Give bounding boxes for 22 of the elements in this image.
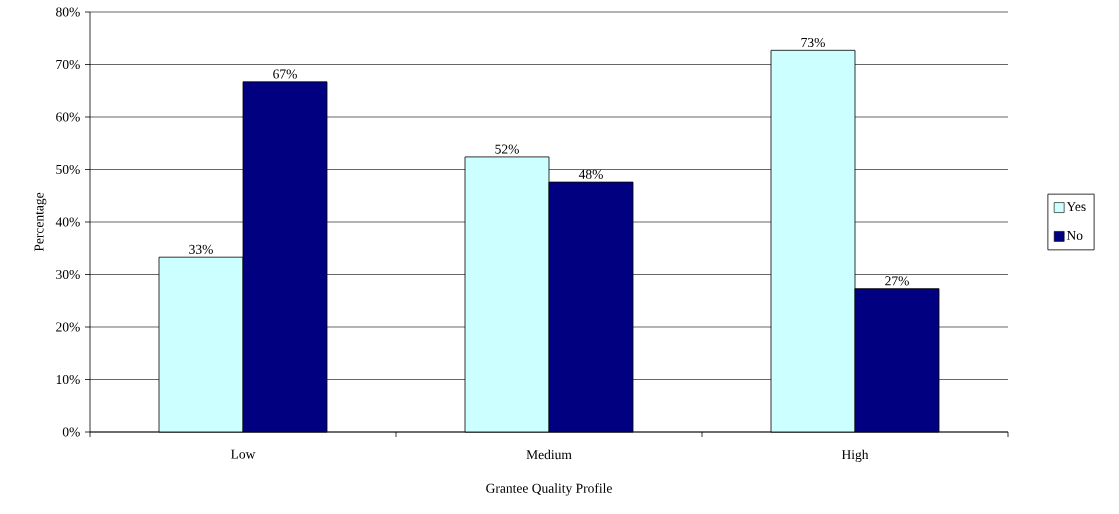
legend-label: No	[1066, 230, 1083, 240]
x-tick-label: High	[841, 449, 869, 462]
data-label: 52%	[495, 144, 519, 154]
y-tick-label: 0%	[62, 427, 80, 437]
x-tick-label: Medium	[526, 449, 572, 460]
y-tick-label: 60%	[56, 112, 80, 122]
data-label: 67%	[273, 69, 297, 79]
data-label: 27%	[885, 276, 909, 286]
data-label: 48%	[578, 169, 603, 179]
y-tick-label: 20%	[56, 322, 80, 332]
y-axis-title: Percentage	[34, 192, 47, 252]
y-tick-label: 40%	[55, 217, 80, 227]
data-label: 33%	[189, 244, 213, 254]
y-tick-label: 10%	[56, 374, 80, 385]
y-tick-label: 80%	[56, 7, 80, 17]
y-tick-label: 50%	[56, 164, 80, 175]
y-tick-label: 70%	[56, 59, 80, 70]
x-tick-label: Low	[231, 449, 256, 459]
y-tick-label: 30%	[56, 269, 80, 280]
legend-label: Yes	[1066, 202, 1086, 212]
data-label: 73%	[801, 37, 825, 48]
x-axis-title: Grantee Quality Profile	[486, 483, 612, 496]
